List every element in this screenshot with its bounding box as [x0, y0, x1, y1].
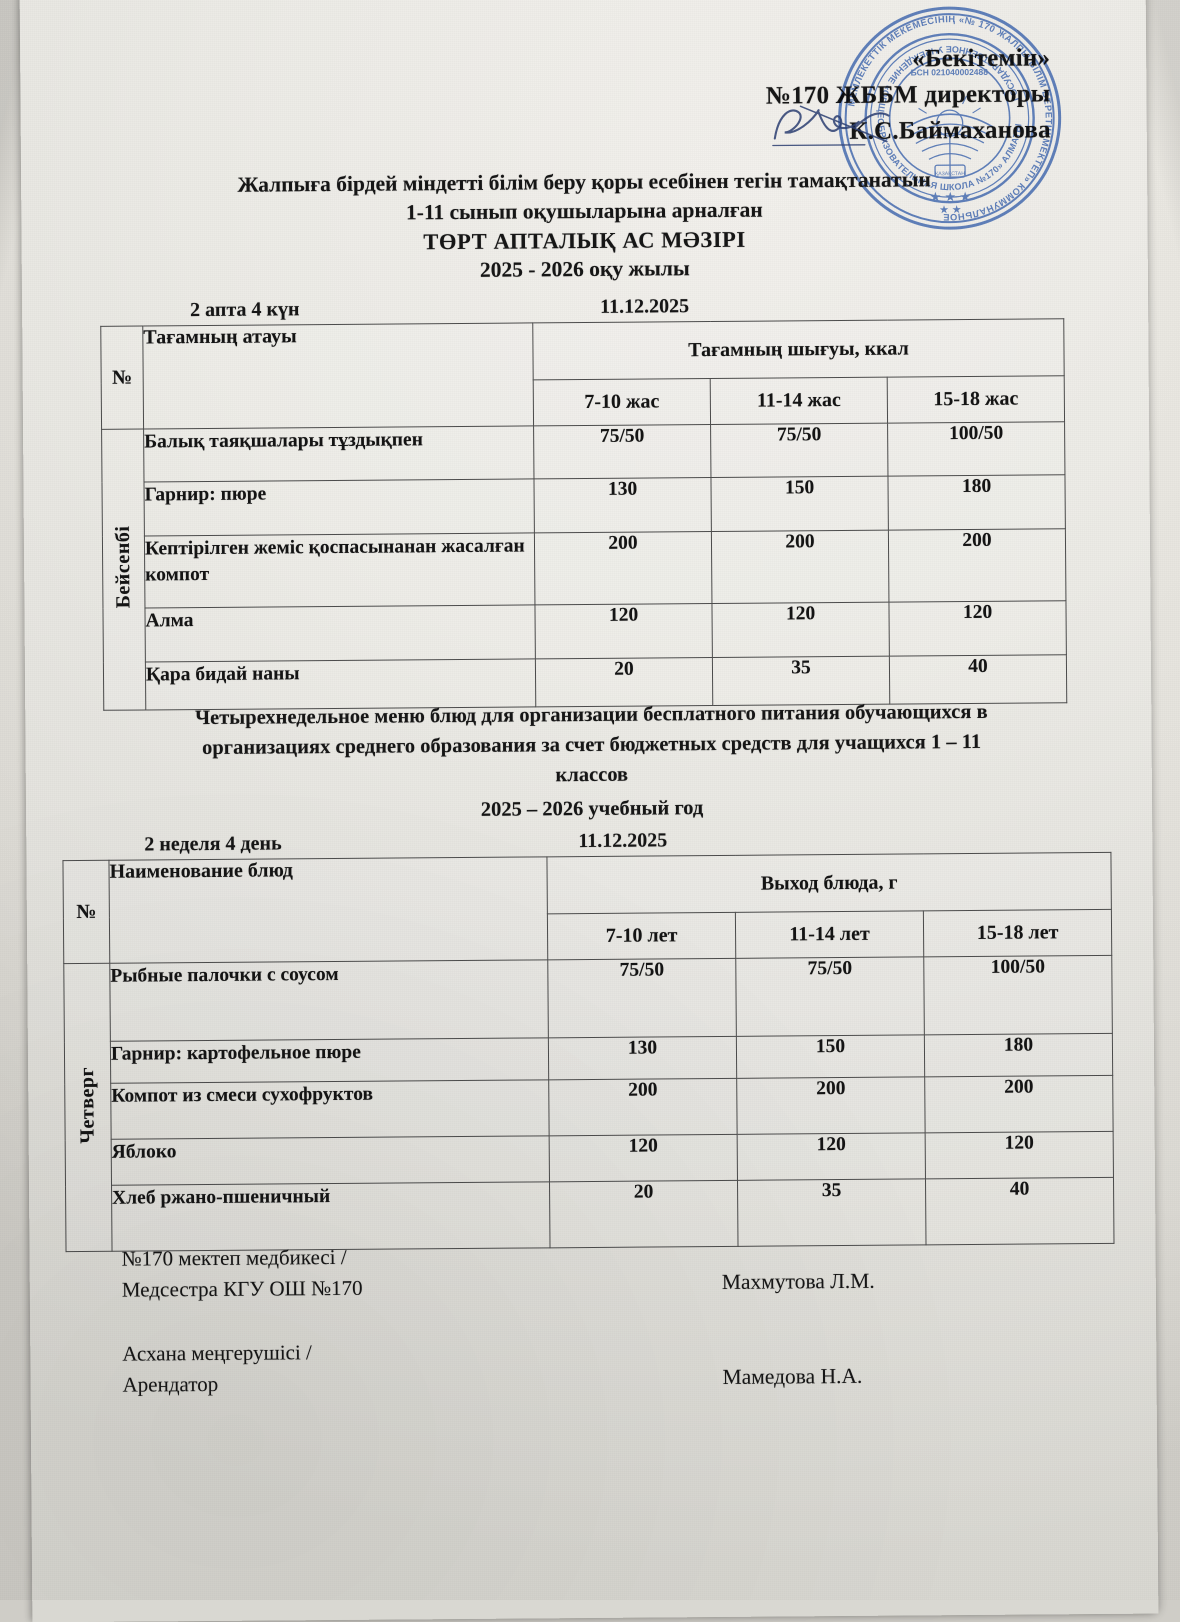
approval-word: «Бекітемін»: [912, 44, 1051, 73]
ru-dish-4-age3: 120: [925, 1131, 1114, 1179]
russian-document-title: Четырехнедельное меню блюд для организац…: [121, 696, 1062, 827]
kk-header-age-15-18: 15-18 жас: [887, 375, 1065, 424]
kk-header-num: №: [100, 325, 144, 430]
table-row: Четверг Рыбные палочки с соусом 75/50 75…: [63, 955, 1113, 1252]
kk-header-dish: Тағамның атауы: [142, 322, 534, 429]
kk-day-label: Бейсенбі: [111, 525, 135, 609]
kk-dish-3-age3: 200: [888, 528, 1066, 603]
ru-header-age-15-18: 15-18 лет: [923, 909, 1112, 957]
ru-header-output: Выход блюда, г: [546, 852, 1112, 914]
canteen-manager-name: Мамедова Н.А.: [722, 1363, 863, 1389]
ru-dish-4: Яблоко: [111, 1135, 550, 1186]
kk-dish-4-age2: 120: [711, 602, 890, 658]
kk-dish-1-age1: 75/50: [533, 424, 711, 479]
nurse-role-label: №170 мектеп медбикесі / Медсестра КГУ ОШ…: [121, 1244, 363, 1302]
approval-director-line: №170 ЖББМ директоры: [765, 80, 1051, 110]
ru-date: 11.12.2025: [578, 829, 668, 853]
ru-dish-1-age2: 75/50: [735, 956, 925, 1037]
kk-day-label-cell: Бейсенбі: [101, 428, 146, 711]
kk-header-age-7-10: 7-10 жас: [533, 378, 711, 426]
ru-title-line-4: 2025 – 2026 учебный год: [480, 797, 704, 821]
kk-dish-4: Алма: [144, 604, 536, 662]
table-header-row: № Тағамның атауы Тағамның шығуы, ккал: [100, 318, 1065, 430]
ru-dish-1-age3: 100/50: [923, 955, 1113, 1035]
kk-dish-4-age1: 120: [534, 603, 713, 659]
kk-dish-2-age2: 150: [710, 476, 889, 532]
kk-dish-3-age2: 200: [711, 530, 889, 604]
ru-header-age-11-14: 11-14 лет: [735, 910, 924, 959]
ru-dish-2-age3: 180: [924, 1033, 1113, 1077]
kk-dish-1: Балық таяқшалары тұздықпен: [143, 425, 534, 482]
ru-dish-5: Хлеб ржано-пшеничный: [111, 1181, 551, 1252]
kk-dish-1-age3: 100/50: [887, 421, 1065, 477]
document-content: «Бекітемін» №170 ЖББМ директоры К.С.Байм…: [20, 0, 1159, 1604]
ru-dish-3-age3: 200: [924, 1075, 1114, 1133]
table-row: Хлеб ржано-пшеничный 20 35 40: [66, 1177, 1115, 1252]
ru-day-label: Четверг: [76, 1066, 99, 1144]
table-row: Гарнир: пюре 130 150 180: [102, 474, 1066, 537]
kk-dish-1-age2: 75/50: [710, 423, 888, 478]
approval-director-name: К.С.Баймаханова: [849, 116, 1051, 145]
table-row: Компот из смеси сухофруктов 200 200 200: [65, 1075, 1114, 1140]
kk-header-output: Тағамның шығуы, ккал: [532, 318, 1065, 380]
ru-dish-4-age2: 120: [737, 1132, 926, 1181]
ru-dish-3-age2: 200: [736, 1076, 926, 1135]
table-row: Алма 120 120 120: [103, 600, 1067, 663]
russian-menu-table: № Наименование блюд Выход блюда, г 7-10 …: [62, 851, 1115, 1253]
ru-dish-1-age1: 75/50: [547, 958, 737, 1038]
nurse-name: Махмутова Л.М.: [721, 1268, 875, 1294]
kk-dish-2-age3: 180: [887, 474, 1066, 531]
ru-header-age-7-10: 7-10 лет: [547, 912, 736, 960]
ru-dish-5-age3: 40: [925, 1177, 1115, 1245]
ru-dish-5-age2: 35: [737, 1178, 927, 1247]
ru-week-label: 2 неделя 4 день: [144, 832, 282, 856]
kk-dish-3: Кептірілген жеміс қоспасынанан жасалған …: [144, 532, 535, 608]
table-row: Бейсенбі Балық таяқшалары тұздықпен 75/5…: [101, 421, 1065, 711]
ru-dish-5-age1: 20: [549, 1180, 739, 1248]
kk-dish-3-age1: 200: [534, 531, 712, 605]
kk-dish-2-age1: 130: [533, 477, 712, 533]
table-row: Яблоко 120 120 120: [65, 1131, 1114, 1186]
approval-block: «Бекітемін» №170 ЖББМ директоры К.С.Байм…: [765, 40, 1051, 150]
kk-week-label: 2 апта 4 күн: [190, 298, 300, 322]
ru-dish-3-age1: 200: [548, 1078, 738, 1136]
ru-dish-2-age2: 150: [736, 1034, 925, 1079]
ru-dish-2-age1: 130: [548, 1036, 737, 1080]
ru-dish-2: Гарнир: картофельное пюре: [110, 1037, 549, 1084]
ru-header-num: №: [62, 860, 110, 964]
ru-dish-4-age1: 120: [549, 1134, 738, 1182]
ru-dish-1: Рыбные палочки с соусом: [109, 959, 549, 1042]
kazakh-document-title: Жалпыға бірдей міндетті білім беру қоры …: [21, 164, 1148, 289]
kk-dish-4-age3: 120: [888, 600, 1067, 657]
kazakh-menu-table: № Тағамның атауы Тағамның шығуы, ккал 7-…: [100, 318, 1068, 711]
ru-dish-3: Компот из смеси сухофруктов: [110, 1079, 550, 1140]
kk-date: 11.12.2025: [600, 295, 690, 318]
table-row: Кептірілген жеміс қоспасынанан жасалған …: [102, 528, 1066, 609]
canteen-manager-role-label: Асхана меңгерушісі / Арендатор: [122, 1340, 312, 1397]
ru-day-label-cell: Четверг: [63, 963, 113, 1252]
table-header-row: № Наименование блюд Выход блюда, г: [62, 852, 1112, 964]
kk-header-age-11-14: 11-14 жас: [710, 377, 888, 425]
ru-header-dish: Наименование блюд: [108, 856, 548, 964]
kk-dish-2: Гарнир: пюре: [143, 478, 535, 536]
